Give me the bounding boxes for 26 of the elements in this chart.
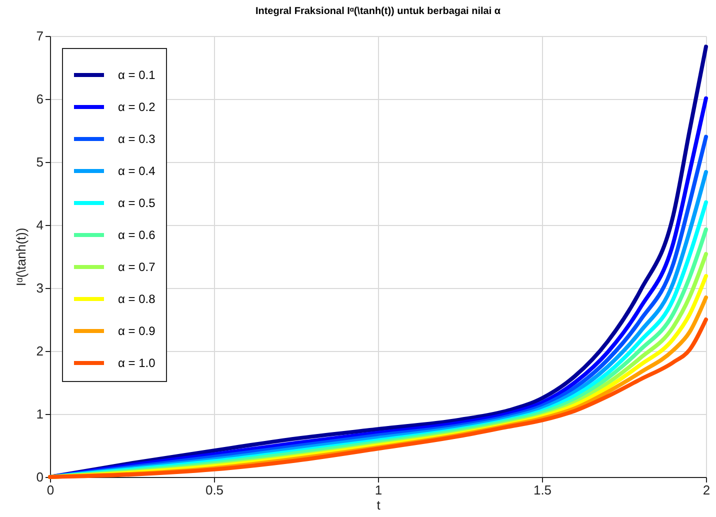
x-tick-label: 1 [374, 482, 382, 498]
x-tick-label: 1.5 [533, 482, 552, 498]
legend-label: α = 0.2 [118, 100, 156, 114]
legend-label: α = 0.8 [118, 292, 156, 306]
x-axis-title: t [376, 498, 381, 512]
legend-label: α = 0.1 [118, 68, 156, 82]
x-tick-label: 2 [702, 482, 710, 498]
legend-label: α = 0.7 [118, 260, 156, 274]
legend-label: α = 0.9 [118, 324, 156, 338]
legend-label: α = 0.5 [118, 196, 156, 210]
chart-title: Integral Fraksional Iᵅ(\tanh(t)) untuk berbagai nilai α [255, 6, 502, 17]
y-tick-label: 0 [36, 470, 44, 484]
y-tick-label: 5 [36, 154, 44, 170]
legend-label: α = 0.4 [118, 164, 156, 178]
y-tick-label: 7 [36, 28, 44, 44]
y-tick-label: 2 [36, 344, 44, 358]
legend-label: α = 0.6 [118, 228, 156, 242]
y-tick-label: 6 [36, 92, 44, 106]
x-tick-label: 0.5 [205, 482, 224, 498]
y-tick-label: 4 [36, 218, 44, 232]
y-tick-label: 1 [36, 406, 44, 422]
x-tick-label: 0 [46, 482, 54, 498]
y-axis-title: Iᵅ(\tanh(t)) [13, 228, 28, 286]
y-tick-label: 3 [36, 280, 44, 296]
legend-label: α = 0.3 [118, 132, 156, 146]
legend-label: α = 1.0 [118, 356, 156, 370]
